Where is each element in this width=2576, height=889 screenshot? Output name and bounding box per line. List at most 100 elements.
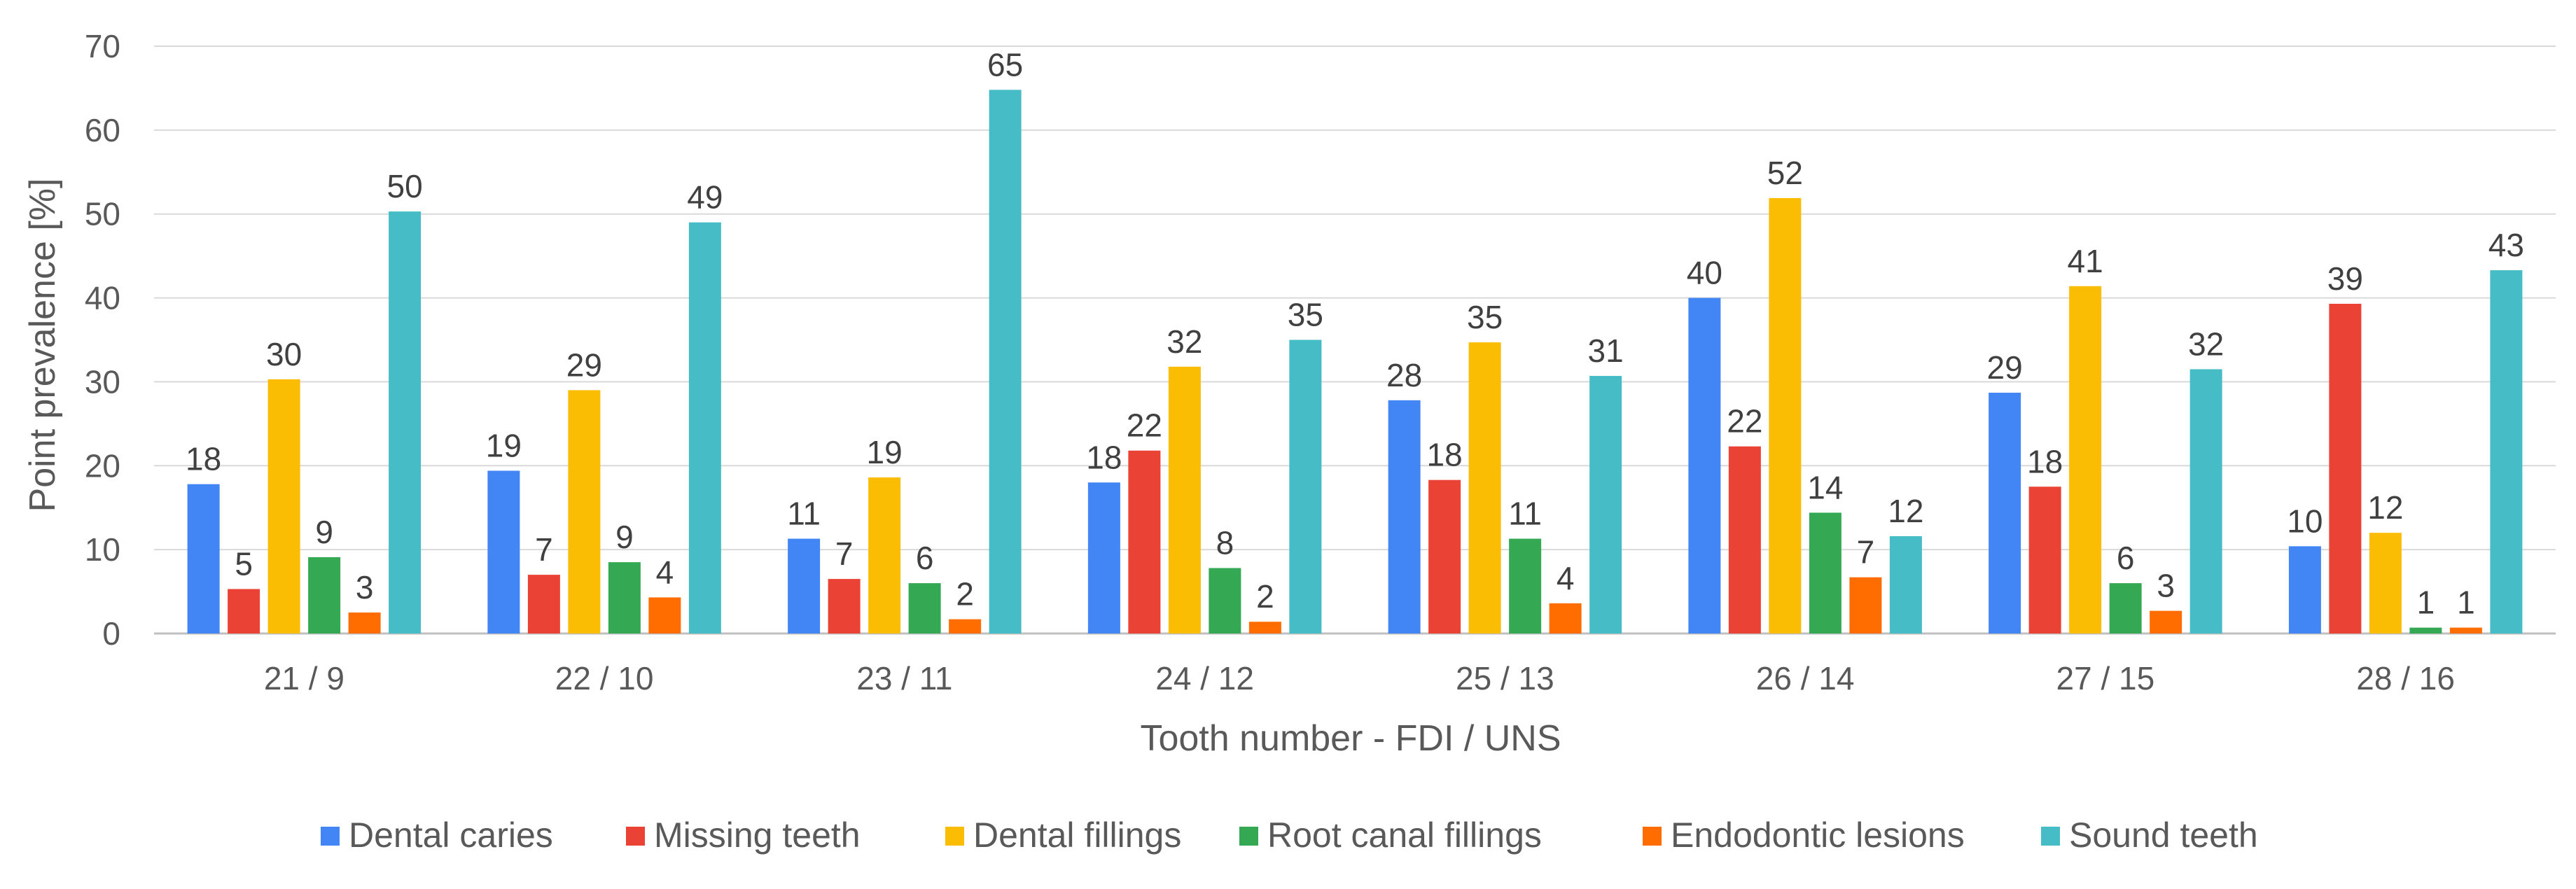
- data-label: 22: [1727, 403, 1762, 440]
- bar-sound-teeth-2: [989, 90, 1022, 634]
- data-label: 22: [1127, 407, 1162, 444]
- x-tick-label: 24 / 12: [1155, 660, 1254, 696]
- data-label: 30: [266, 336, 302, 372]
- data-label: 32: [1167, 323, 1202, 360]
- data-label: 40: [1687, 255, 1722, 291]
- x-tick-label: 28 / 16: [2356, 660, 2455, 696]
- y-tick-label: 40: [85, 280, 120, 316]
- data-label: 43: [2488, 227, 2524, 263]
- bar-endodontic-lesions-0: [348, 612, 381, 634]
- bar-dental-caries-4: [1388, 400, 1421, 634]
- data-label: 1: [2417, 584, 2435, 621]
- x-tick-label: 25 / 13: [1456, 660, 1554, 696]
- bars: [187, 90, 2523, 634]
- bar-missing-teeth-5: [1728, 446, 1761, 634]
- data-label: 7: [535, 531, 553, 568]
- data-label: 9: [315, 514, 333, 550]
- bar-missing-teeth-3: [1128, 450, 1161, 634]
- x-tick-label: 21 / 9: [264, 660, 344, 696]
- bar-sound-teeth-0: [389, 211, 422, 634]
- y-tick-label: 20: [85, 447, 120, 484]
- bar-missing-teeth-4: [1428, 479, 1461, 634]
- data-label: 6: [916, 540, 934, 576]
- bar-root-canal-fillings-1: [608, 562, 641, 634]
- legend-swatch: [1643, 827, 1662, 846]
- bar-sound-teeth-6: [2189, 369, 2222, 634]
- bar-endodontic-lesions-3: [1248, 622, 1281, 634]
- data-label: 3: [356, 569, 374, 606]
- y-tick-label: 70: [85, 28, 120, 64]
- y-axis-ticks: 0 10 20 30 40 50 60 70: [85, 28, 120, 652]
- bar-dental-fillings-5: [1769, 197, 1802, 634]
- data-labels: 1853093501972994491171962651822328235281…: [186, 46, 2524, 620]
- bar-root-canal-fillings-0: [308, 556, 341, 634]
- data-label: 31: [1588, 332, 1624, 369]
- bar-sound-teeth-4: [1589, 376, 1622, 634]
- bar-endodontic-lesions-4: [1549, 603, 1582, 634]
- x-tick-label: 23 / 11: [856, 660, 952, 696]
- data-label: 10: [2287, 503, 2323, 539]
- bar-dental-fillings-6: [2069, 286, 2102, 634]
- data-label: 3: [2157, 568, 2175, 604]
- bar-missing-teeth-7: [2329, 303, 2362, 634]
- bar-dental-caries-3: [1087, 482, 1120, 634]
- bar-endodontic-lesions-6: [2150, 610, 2182, 634]
- legend-item-dental-caries: Dental caries: [321, 816, 553, 855]
- data-label: 29: [566, 346, 602, 383]
- data-label: 19: [867, 434, 903, 470]
- bar-dental-fillings-1: [568, 390, 601, 634]
- bar-dental-fillings-4: [1468, 342, 1501, 634]
- data-label: 18: [2027, 443, 2063, 479]
- data-label: 28: [1386, 357, 1422, 393]
- data-label: 9: [615, 519, 634, 555]
- y-axis-title: Point prevalence [%]: [22, 178, 63, 512]
- data-label: 18: [1086, 439, 1122, 475]
- bar-root-canal-fillings-6: [2109, 583, 2142, 634]
- legend-item-endodontic-lesions: Endodontic lesions: [1643, 816, 1965, 855]
- legend-label: Endodontic lesions: [1671, 816, 1965, 855]
- data-label: 19: [486, 427, 522, 463]
- data-label: 11: [1508, 496, 1542, 532]
- data-label: 11: [787, 496, 821, 532]
- legend-item-missing-teeth: Missing teeth: [626, 816, 861, 855]
- legend-label: Dental fillings: [973, 816, 1181, 855]
- bar-endodontic-lesions-5: [1849, 577, 1882, 634]
- legend-swatch: [2041, 827, 2060, 846]
- bar-dental-caries-5: [1688, 298, 1721, 634]
- data-label: 8: [1216, 525, 1234, 561]
- bar-missing-teeth-1: [527, 575, 560, 634]
- bar-dental-caries-2: [788, 538, 821, 634]
- data-label: 65: [987, 46, 1023, 83]
- legend-swatch: [321, 827, 340, 846]
- data-label: 41: [2068, 243, 2103, 279]
- bar-root-canal-fillings-5: [1809, 512, 1842, 634]
- bar-root-canal-fillings-3: [1209, 568, 1241, 634]
- x-axis-ticks: 21 / 9 22 / 10 23 / 11 24 / 12 25 / 13 26 / 1…: [264, 660, 2455, 696]
- legend-label: Dental caries: [349, 816, 553, 855]
- data-label: 14: [1807, 469, 1843, 505]
- legend: Dental caries Missing teeth Dental filling…: [321, 816, 2258, 855]
- legend-item-root-canal-fillings: Root canal fillings: [1239, 816, 1542, 855]
- x-tick-label: 26 / 14: [1756, 660, 1855, 696]
- bar-sound-teeth-5: [1889, 536, 1922, 634]
- bar-dental-caries-0: [187, 484, 220, 634]
- bar-sound-teeth-1: [688, 222, 721, 634]
- data-label: 32: [2188, 326, 2224, 362]
- legend-swatch: [1239, 827, 1258, 846]
- bar-root-canal-fillings-4: [1509, 538, 1542, 634]
- bar-dental-fillings-0: [267, 379, 300, 634]
- y-tick-label: 50: [85, 196, 120, 232]
- data-label: 4: [1557, 560, 1575, 596]
- data-label: 50: [387, 168, 423, 204]
- data-label: 52: [1767, 155, 1803, 191]
- data-label: 18: [186, 441, 221, 477]
- bar-dental-caries-6: [1989, 393, 2021, 634]
- bar-endodontic-lesions-7: [2449, 627, 2482, 634]
- bar-sound-teeth-7: [2490, 270, 2523, 634]
- bar-dental-caries-1: [487, 470, 520, 634]
- y-tick-label: 30: [85, 363, 120, 400]
- data-label: 2: [956, 576, 974, 612]
- x-axis-title: Tooth number - FDI / UNS: [1140, 718, 1561, 759]
- bar-missing-teeth-2: [828, 579, 861, 634]
